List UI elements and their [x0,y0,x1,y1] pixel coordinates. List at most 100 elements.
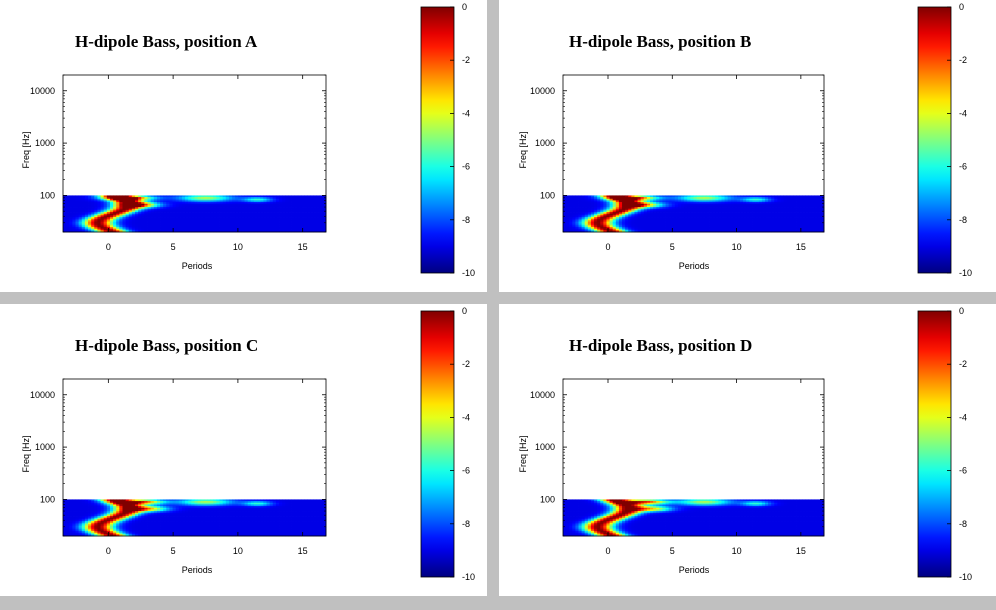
heatmap-cell [637,210,642,213]
heatmap-cell [150,521,155,524]
heatmap-cell [119,502,123,505]
heatmap-cell [681,215,685,218]
heatmap-cell [188,511,192,514]
heatmap-cell [116,223,120,226]
heatmap-cell [213,506,217,509]
heatmap-cell [789,220,794,223]
heatmap-cell [66,220,70,223]
heatmap-cell [194,506,199,509]
heatmap-cell [175,509,180,512]
heatmap-cell [97,501,101,504]
heatmap-cell [144,218,148,221]
heatmap-cell [97,529,101,532]
heatmap-cell [125,213,130,216]
heatmap-cell [163,228,167,231]
heatmap-cell [319,225,324,228]
heatmap-cell [63,499,67,502]
heatmap-cell [637,222,642,225]
heatmap-cell [185,509,189,512]
heatmap-cell [113,517,117,520]
heatmap-cell [764,202,769,205]
heatmap-cell [609,225,614,228]
heatmap-cell [181,506,186,509]
heatmap-cell [94,521,98,524]
heatmap-cell [789,230,794,233]
heatmap-cell [313,203,318,206]
heatmap-cell [291,197,296,200]
heatmap-cell [219,220,224,223]
heatmap-cell [783,223,788,226]
heatmap-cell [569,228,573,231]
heatmap-cell [771,202,775,205]
heatmap-cell [634,195,638,198]
heatmap-cell [169,228,173,231]
heatmap-cell [81,506,86,509]
heatmap-cell [294,225,299,228]
heatmap-cell [188,502,192,505]
heatmap-cell [147,512,152,515]
heatmap-cell [116,217,120,220]
heatmap-cell [587,218,592,221]
heatmap-cell [250,225,255,228]
heatmap-cell [637,225,642,228]
heatmap-cell [659,225,663,228]
heatmap-cell [811,213,816,216]
heatmap-cell [721,195,725,198]
heatmap-cell [175,215,180,218]
heatmap-cell [238,200,242,203]
heatmap-cell [768,202,772,205]
heatmap-cell [156,522,161,525]
heatmap-cell [294,205,299,208]
heatmap-cell [207,502,211,505]
heatmap-cell [699,210,704,213]
heatmap-cell [656,212,660,215]
heatmap-cell [160,202,164,205]
heatmap-cell [153,527,158,530]
heatmap-cell [81,210,86,213]
heatmap-cell [181,501,186,504]
heatmap-cell [219,222,224,225]
heatmap-cell [631,215,635,218]
heatmap-cell [300,197,305,200]
heatmap-cell [200,205,205,208]
heatmap-cell [628,217,632,220]
heatmap-cell [72,521,76,524]
heatmap-cell [103,524,108,527]
heatmap-cell [169,205,173,208]
heatmap-cell [213,512,217,515]
heatmap-cell [144,230,148,233]
heatmap-cell [618,213,623,216]
heatmap-cell [761,217,766,220]
heatmap-cell [705,202,710,205]
heatmap-cell [659,227,663,230]
heatmap-cell [805,217,809,220]
heatmap-cell [235,207,239,210]
heatmap-cell [724,197,729,200]
heatmap-cell [116,228,120,231]
heatmap-cell [668,205,673,208]
heatmap-cell [69,213,73,216]
heatmap-cell [718,212,722,215]
heatmap-cell [106,195,111,198]
heatmap-cell [304,202,308,205]
heatmap-cell [172,516,177,519]
heatmap-cell [235,200,239,203]
heatmap-cell [122,225,127,228]
heatmap-cell [178,501,183,504]
heatmap-cell [310,222,314,225]
heatmap-cell [122,519,127,522]
heatmap-cell [178,506,183,509]
heatmap-cell [72,517,76,520]
heatmap-cell [191,227,195,230]
chart-panel-b: H-dipole Bass, position B 100 1000 10000 0 5… [499,0,996,292]
heatmap-cell [135,227,139,230]
heatmap-cell [66,527,70,530]
heatmap-cell [631,213,635,216]
heatmap-cell [650,195,654,198]
heatmap-cell [257,218,261,221]
heatmap-cell [181,516,186,519]
heatmap-cell [687,215,691,218]
heatmap-cell [640,222,645,225]
heatmap-cell [84,212,89,215]
